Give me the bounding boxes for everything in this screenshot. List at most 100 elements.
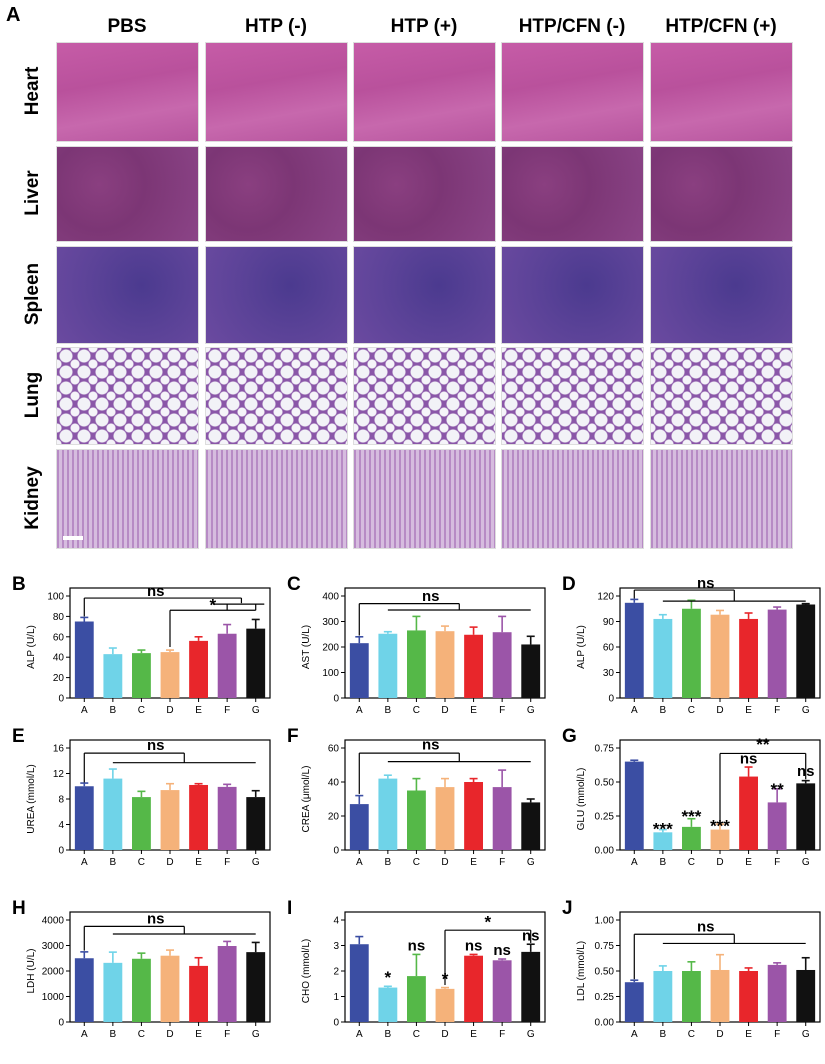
bar-D [710, 829, 730, 850]
bar-F [217, 633, 237, 698]
panel-letter-F: F [287, 726, 299, 747]
bar-B [653, 618, 673, 698]
significance-label: ns [147, 737, 165, 754]
significance-label: * [442, 969, 449, 988]
y-tick-label: 400 [322, 592, 339, 603]
histology-image-liver-3 [501, 146, 644, 242]
y-axis-label: LDH (U/L) [26, 948, 37, 993]
y-tick-label: 0.00 [595, 846, 615, 857]
x-tick-label: A [81, 705, 88, 716]
bar-E [464, 782, 483, 850]
histology-image-spleen-0 [56, 246, 199, 344]
x-tick-label: E [195, 857, 202, 868]
histology-image-liver-1 [205, 146, 348, 242]
bar-A [74, 621, 94, 698]
bar-G [521, 802, 541, 850]
bar-B [653, 971, 673, 1022]
bar-B [103, 654, 123, 698]
x-tick-label: B [385, 1029, 392, 1040]
y-tick-label: 0.75 [595, 941, 615, 952]
significance-label: * [385, 968, 392, 987]
x-tick-label: A [356, 1029, 363, 1040]
bar-F [767, 964, 787, 1022]
y-axis-label: CREA (μmol/L) [301, 766, 312, 833]
x-tick-label: E [470, 1029, 477, 1040]
bar-G [796, 604, 816, 698]
y-tick-label: 0 [58, 846, 64, 857]
bar-E [464, 634, 483, 698]
bar-D [710, 614, 730, 698]
y-axis-label: GLU (mmol/L) [576, 768, 587, 831]
significance-label: ns [522, 927, 540, 944]
bar-E [739, 776, 758, 850]
bar-F [492, 787, 512, 850]
y-tick-label: 1000 [42, 992, 65, 1003]
significance-label: ns [797, 763, 815, 780]
x-tick-label: D [716, 705, 723, 716]
x-tick-label: E [470, 857, 477, 868]
histology-image-liver-0 [56, 146, 199, 242]
y-tick-label: 80 [53, 612, 65, 623]
panel-letter-G: G [562, 726, 577, 747]
bar-D [160, 955, 180, 1022]
x-tick-label: G [527, 857, 535, 868]
chart-D: D 0 30 60 90 120 ALP (U/L) A B C D E F Gns [562, 574, 821, 716]
x-tick-label: B [110, 705, 117, 716]
x-tick-label: C [688, 857, 695, 868]
x-tick-label: G [802, 1029, 810, 1040]
chart-B: B 0 20 40 60 80 100 ALP (U/L) A B C D E F Gns * [12, 574, 271, 716]
x-tick-label: D [716, 857, 723, 868]
bar-E [189, 640, 208, 698]
bar-A [624, 982, 644, 1022]
row-header-liver: Liver [22, 170, 43, 216]
bar-C [682, 826, 701, 850]
bar-D [435, 787, 455, 850]
x-tick-label: C [413, 1029, 420, 1040]
histology-image-spleen-1 [205, 246, 348, 344]
x-tick-label: E [470, 705, 477, 716]
x-tick-label: F [499, 705, 505, 716]
x-tick-label: G [252, 705, 260, 716]
bar-F [767, 609, 787, 698]
chart-E: E 0 4 8 12 16 UREA (mmol/L) A B C D E F Gns [12, 726, 271, 868]
histology-image-heart-0 [56, 42, 199, 142]
bar-B [103, 778, 123, 850]
y-tick-label: 0 [333, 694, 339, 705]
y-tick-label: 0.25 [595, 812, 615, 823]
histology-image-heart-3 [501, 42, 644, 142]
bar-A [349, 804, 369, 850]
bar-E [189, 965, 208, 1022]
y-tick-label: 40 [53, 653, 65, 664]
panel-letter-D: D [562, 574, 576, 595]
y-tick-label: 90 [603, 617, 615, 628]
bar-F [492, 960, 512, 1022]
x-tick-label: E [195, 705, 202, 716]
y-tick-label: 0 [608, 694, 614, 705]
y-tick-label: 30 [603, 668, 615, 679]
y-tick-label: 200 [322, 643, 339, 654]
x-tick-label: D [441, 857, 448, 868]
x-tick-label: G [527, 1029, 535, 1040]
significance-label: ns [740, 751, 758, 768]
y-axis-label: UREA (mmol/L) [26, 764, 37, 833]
bar-D [435, 631, 455, 698]
chart-C: C 0 100 200 300 400 AST (U/L) A B C D E F Gns [287, 574, 546, 716]
bar-F [217, 946, 237, 1022]
bar-A [624, 761, 644, 850]
y-axis-label: AST (U/L) [301, 625, 312, 669]
panel-a-letter: A [6, 4, 21, 26]
bar-C [132, 653, 151, 698]
significance-label: ns [147, 583, 165, 600]
x-tick-label: G [527, 705, 535, 716]
histology-image-heart-1 [205, 42, 348, 142]
bar-D [710, 969, 730, 1022]
y-tick-label: 100 [322, 668, 339, 679]
bar-C [682, 608, 701, 698]
x-tick-label: A [356, 705, 363, 716]
bar-F [217, 786, 237, 850]
y-tick-label: 0.75 [595, 744, 615, 755]
histology-image-lung-2 [353, 347, 496, 445]
y-tick-label: 120 [597, 592, 614, 603]
panel-letter-H: H [12, 898, 26, 919]
y-tick-label: 4 [58, 820, 64, 831]
